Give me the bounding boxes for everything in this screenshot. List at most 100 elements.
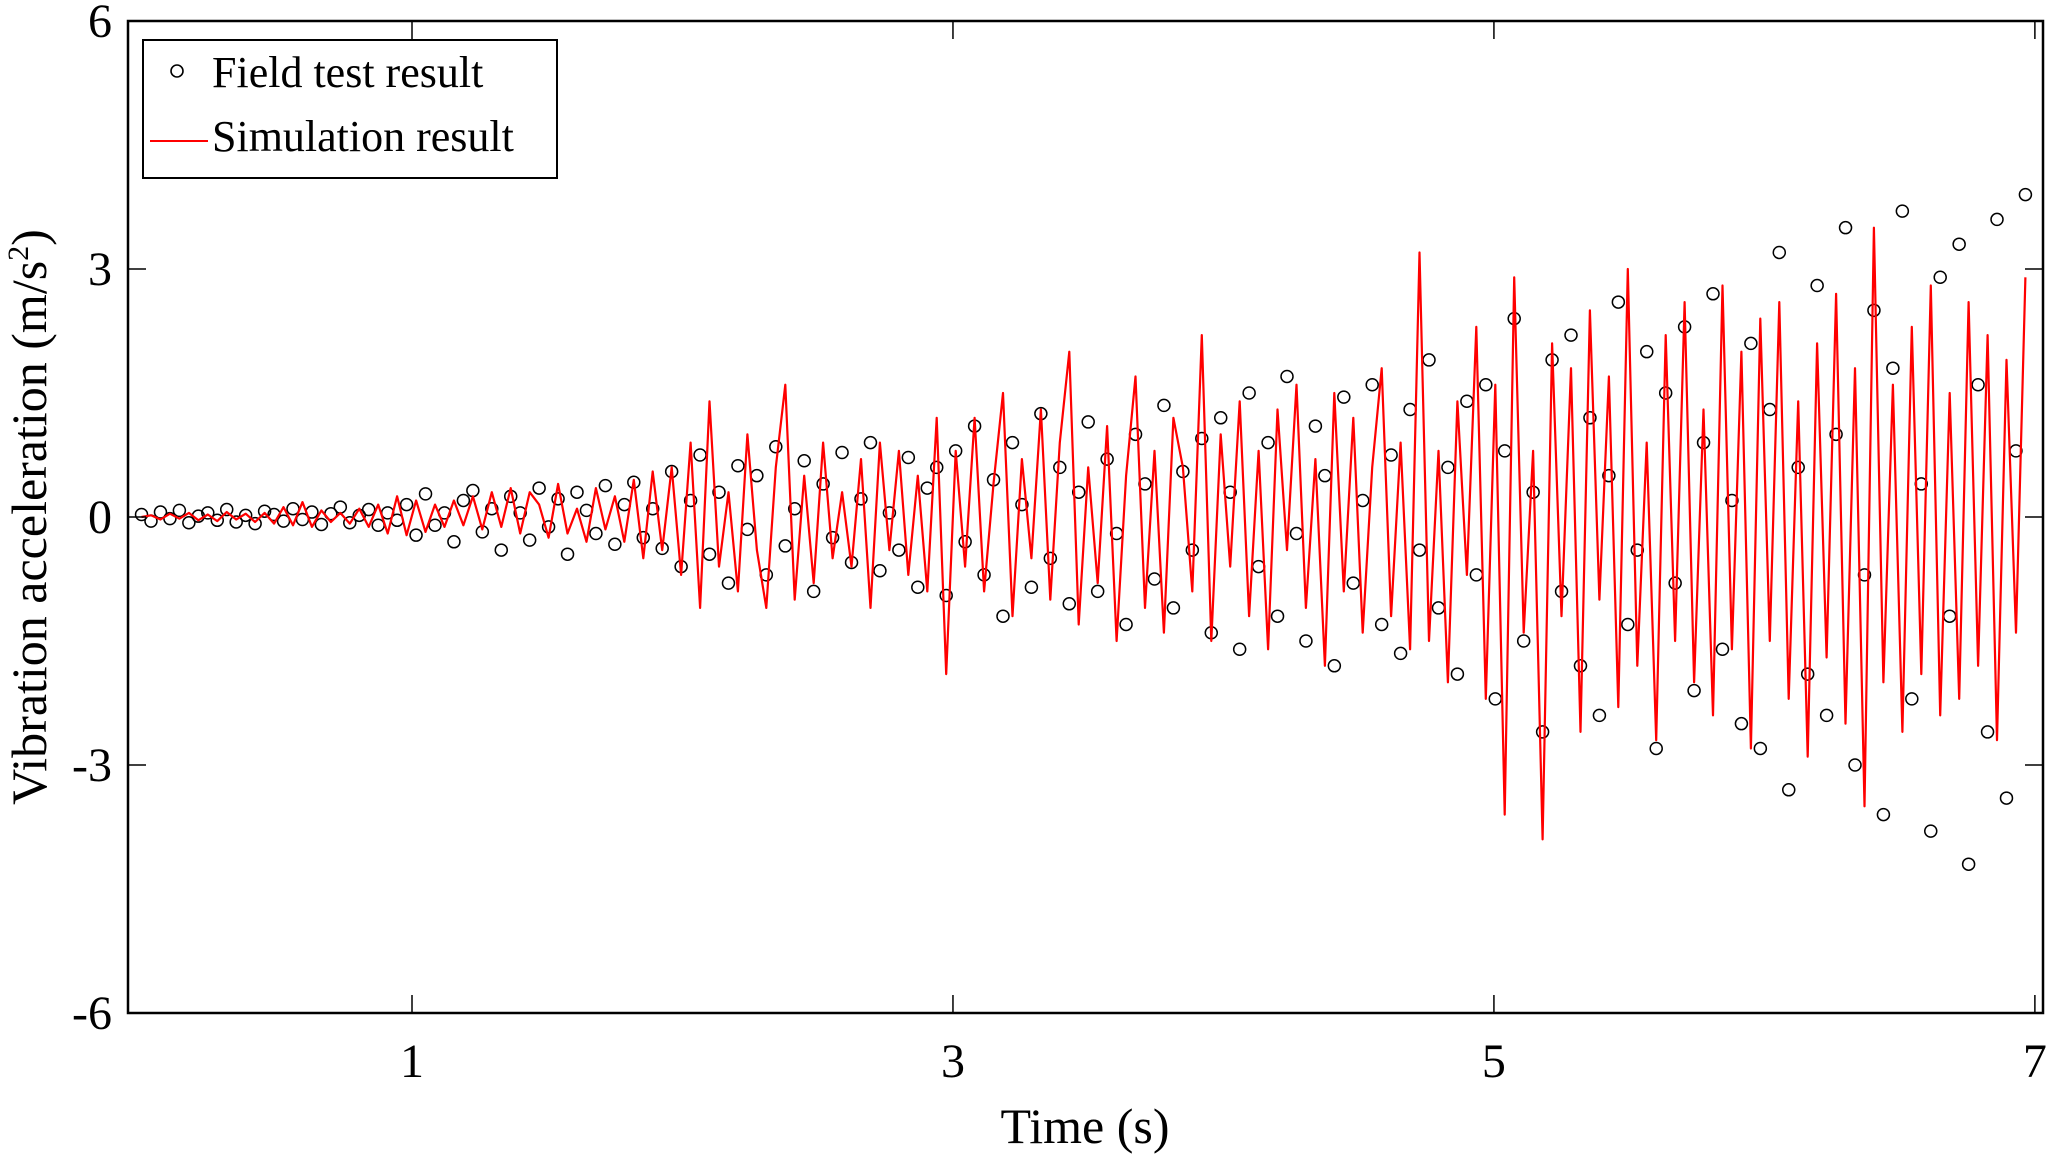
field-test-point <box>1924 824 1938 838</box>
field-test-point <box>1829 427 1843 442</box>
field-test-point <box>598 478 613 493</box>
field-test-point <box>1895 204 1910 218</box>
field-test-point <box>210 513 225 528</box>
field-test-point <box>1583 411 1597 425</box>
field-test-point <box>494 543 509 557</box>
field-test-point <box>854 492 868 506</box>
field-test-point <box>1715 642 1730 657</box>
axis-ticks: 1 3 5 7 6 3 0 -3 -6 <box>72 0 2047 1088</box>
field-test-point <box>1299 634 1313 648</box>
field-test-point <box>1166 601 1181 615</box>
field-test-point <box>608 537 622 552</box>
field-test-point <box>428 518 442 533</box>
field-test-point <box>835 445 849 460</box>
field-test-point <box>1980 725 1995 739</box>
field-test-point <box>1516 634 1531 648</box>
field-test-point <box>1876 807 1891 822</box>
field-test-point <box>560 547 575 561</box>
field-test-point <box>219 502 234 517</box>
field-test-point <box>1905 692 1919 706</box>
field-test-point <box>1999 791 2014 805</box>
field-test-point <box>1005 435 1020 450</box>
x-tick-label: 5 <box>1482 1035 1506 1088</box>
field-test-point <box>1213 411 1228 425</box>
field-test-point <box>1015 497 1029 512</box>
field-test-point <box>513 506 527 520</box>
field-test-point <box>958 535 972 549</box>
field-test-point <box>276 514 291 528</box>
field-test-point <box>589 526 603 541</box>
field-test-point <box>1781 783 1796 797</box>
field-test-point <box>1838 220 1853 235</box>
y-axis-label: Vibration acceleration (m/s2) <box>1 229 57 805</box>
field-test-point <box>134 507 149 522</box>
field-test-point <box>1024 580 1039 595</box>
field-test-point <box>418 487 433 501</box>
field-test-point <box>1365 377 1379 392</box>
field-test-point <box>361 502 376 517</box>
y-axis-label-main: Vibration acceleration (m/s <box>1 261 57 805</box>
legend-label-simulation: Simulation result <box>212 112 514 161</box>
field-test-point <box>1308 419 1323 433</box>
field-test-point <box>1119 617 1133 632</box>
field-test-point <box>248 516 262 531</box>
legend: Field test result Simulation result <box>142 39 558 179</box>
field-test-point <box>929 460 944 475</box>
field-test-point <box>1261 435 1275 450</box>
field-test-point <box>645 501 660 516</box>
field-test-series <box>134 187 2033 871</box>
y-axis-label-close: ) <box>1 229 57 246</box>
field-test-point <box>1081 415 1095 429</box>
field-test-point <box>1848 758 1862 772</box>
field-test-point <box>1800 667 1815 681</box>
field-test-point <box>1479 377 1493 392</box>
y-tick-label: 3 <box>88 243 112 296</box>
field-test-point <box>1725 493 1739 508</box>
field-test-point <box>238 508 253 523</box>
field-test-point <box>1961 857 1976 871</box>
field-test-point <box>636 530 651 545</box>
field-test-point <box>1195 431 1209 446</box>
field-test-point <box>769 439 783 454</box>
field-test-point <box>816 477 830 491</box>
y-tick-label: 0 <box>88 491 112 544</box>
field-test-point <box>1270 609 1285 623</box>
field-test-point <box>731 458 745 473</box>
field-test-point <box>1990 212 2004 227</box>
field-test-point <box>456 493 471 508</box>
field-test-point <box>257 504 272 518</box>
field-test-point <box>806 584 821 599</box>
field-test-point <box>1886 361 1900 375</box>
field-test-point <box>996 609 1010 623</box>
x-tick-label: 1 <box>400 1035 424 1088</box>
field-test-point <box>1090 584 1105 599</box>
y-tick-label: -3 <box>72 739 112 792</box>
field-test-point <box>797 454 811 468</box>
field-test-point <box>1971 377 1985 392</box>
field-test-point <box>1687 683 1701 698</box>
field-test-point <box>683 493 698 508</box>
field-test-point <box>1744 336 1758 351</box>
field-test-point <box>314 517 329 532</box>
y-axis-label-superscript: 2 <box>2 246 35 261</box>
x-axis-label: Time (s) <box>1000 1098 1169 1154</box>
field-test-point <box>409 528 423 542</box>
field-test-point <box>1242 386 1256 400</box>
field-test-point <box>153 505 168 519</box>
legend-label-field: Field test result <box>212 48 483 97</box>
field-test-point <box>182 516 196 530</box>
field-test-point <box>939 588 953 603</box>
field-test-point <box>1592 708 1607 723</box>
field-test-point <box>1753 741 1768 756</box>
field-test-point <box>532 481 546 495</box>
field-test-point <box>721 576 736 590</box>
plot-marks <box>134 187 2033 871</box>
field-test-point <box>1062 597 1077 611</box>
field-test-point <box>1043 551 1058 566</box>
field-test-point <box>1602 468 1616 483</box>
field-test-point <box>1100 452 1114 466</box>
field-test-point <box>863 435 878 450</box>
field-test-point <box>201 506 215 520</box>
field-test-point <box>1706 287 1720 301</box>
